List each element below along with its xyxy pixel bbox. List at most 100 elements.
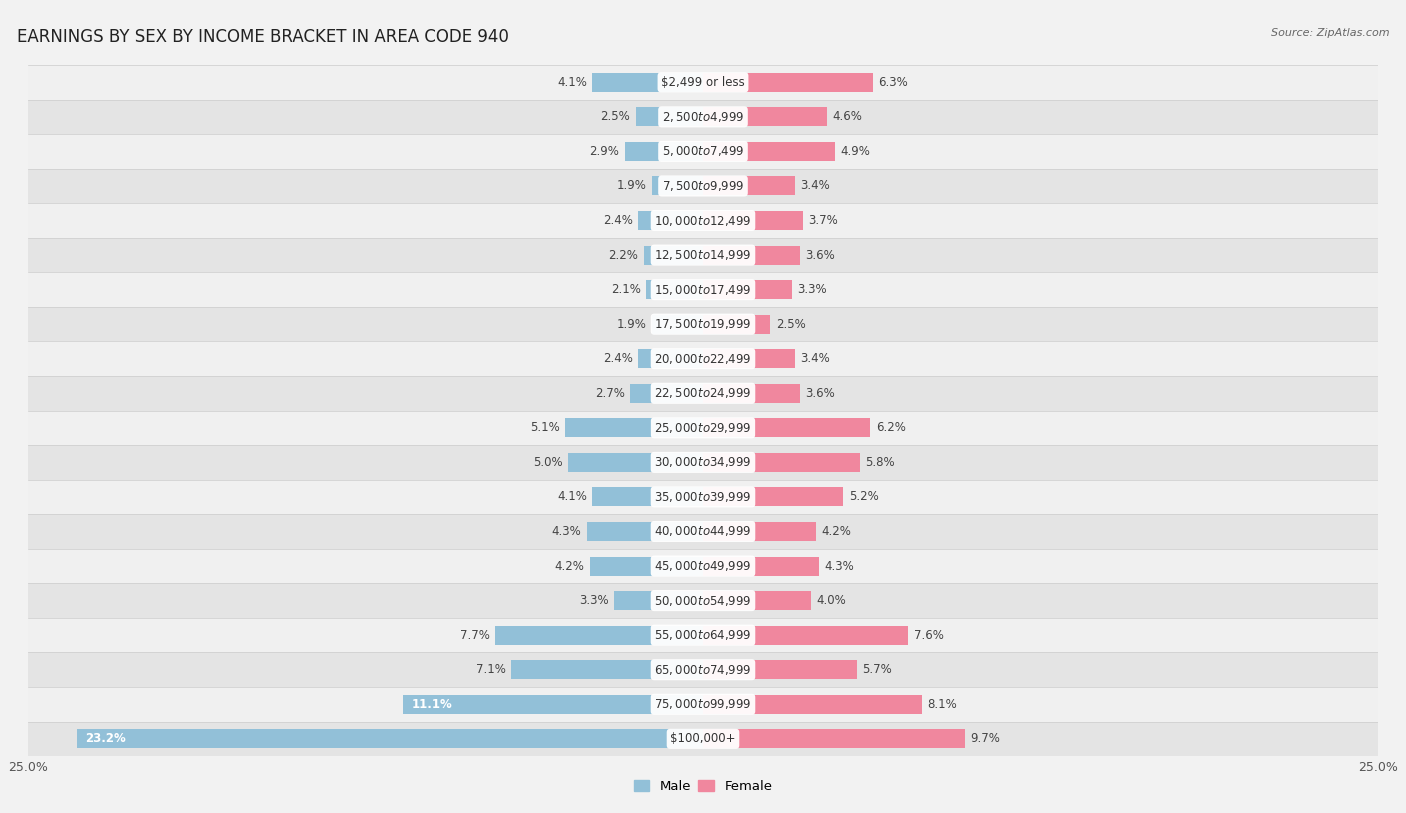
Bar [703,211,803,230]
Bar [404,695,703,714]
Bar [28,549,1378,584]
Text: 7.6%: 7.6% [914,628,943,641]
Bar [28,584,1378,618]
Text: 3.3%: 3.3% [797,283,827,296]
Text: $50,000 to $54,999: $50,000 to $54,999 [654,593,752,607]
Text: 5.0%: 5.0% [533,456,562,469]
Text: 4.0%: 4.0% [817,594,846,607]
Text: 4.2%: 4.2% [821,525,852,538]
Bar [592,488,703,506]
Text: 11.1%: 11.1% [412,698,453,711]
Bar [703,280,792,299]
Bar [703,729,965,748]
Bar [703,626,908,645]
Text: 5.2%: 5.2% [849,490,879,503]
Text: 4.1%: 4.1% [557,490,586,503]
Bar [28,515,1378,549]
Bar [28,272,1378,307]
Text: 4.3%: 4.3% [551,525,582,538]
Bar [589,557,703,576]
Text: 1.9%: 1.9% [616,318,647,331]
Bar [624,142,703,161]
Text: 5.1%: 5.1% [530,421,560,434]
Bar [565,419,703,437]
Bar [703,142,835,161]
Text: 2.7%: 2.7% [595,387,624,400]
Bar [28,134,1378,169]
Text: $2,500 to $4,999: $2,500 to $4,999 [662,110,744,124]
Bar [630,384,703,402]
Text: 6.3%: 6.3% [879,76,908,89]
Bar [703,557,820,576]
Text: 2.4%: 2.4% [603,352,633,365]
Bar [703,107,827,126]
Bar [28,376,1378,411]
Text: $20,000 to $22,499: $20,000 to $22,499 [654,352,752,366]
Text: $7,500 to $9,999: $7,500 to $9,999 [662,179,744,193]
Text: 5.7%: 5.7% [862,663,891,676]
Text: 4.9%: 4.9% [841,145,870,158]
Text: 23.2%: 23.2% [84,733,125,746]
Text: 4.1%: 4.1% [557,76,586,89]
Text: $45,000 to $49,999: $45,000 to $49,999 [654,559,752,573]
Bar [703,591,811,610]
Bar [592,73,703,92]
Bar [703,315,770,333]
Text: $55,000 to $64,999: $55,000 to $64,999 [654,628,752,642]
Text: 7.1%: 7.1% [477,663,506,676]
Text: $12,500 to $14,999: $12,500 to $14,999 [654,248,752,262]
Bar [652,315,703,333]
Text: 2.5%: 2.5% [776,318,806,331]
Bar [28,203,1378,237]
Text: $40,000 to $44,999: $40,000 to $44,999 [654,524,752,538]
Bar [703,246,800,264]
Text: 2.1%: 2.1% [612,283,641,296]
Bar [652,176,703,195]
Text: 3.6%: 3.6% [806,249,835,262]
Text: 4.3%: 4.3% [824,559,855,572]
Bar [28,65,1378,99]
Text: $15,000 to $17,499: $15,000 to $17,499 [654,283,752,297]
Bar [28,446,1378,480]
Text: 4.2%: 4.2% [554,559,585,572]
Bar [644,246,703,264]
Text: $25,000 to $29,999: $25,000 to $29,999 [654,421,752,435]
Bar [647,280,703,299]
Bar [703,384,800,402]
Text: 3.6%: 3.6% [806,387,835,400]
Text: $22,500 to $24,999: $22,500 to $24,999 [654,386,752,400]
Bar [638,211,703,230]
Text: 2.2%: 2.2% [609,249,638,262]
Text: 7.7%: 7.7% [460,628,489,641]
Bar [703,453,859,472]
Text: $35,000 to $39,999: $35,000 to $39,999 [654,490,752,504]
Text: $5,000 to $7,499: $5,000 to $7,499 [662,145,744,159]
Bar [28,307,1378,341]
Text: 2.9%: 2.9% [589,145,619,158]
Text: $17,500 to $19,999: $17,500 to $19,999 [654,317,752,331]
Bar [703,73,873,92]
Bar [28,169,1378,203]
Bar [28,480,1378,515]
Bar [28,722,1378,756]
Bar [703,488,844,506]
Bar [638,350,703,368]
Text: 1.9%: 1.9% [616,180,647,193]
Text: 3.3%: 3.3% [579,594,609,607]
Bar [703,660,856,679]
Bar [77,729,703,748]
Text: 2.5%: 2.5% [600,111,630,124]
Bar [28,618,1378,652]
Text: 2.4%: 2.4% [603,214,633,227]
Text: 5.8%: 5.8% [865,456,894,469]
Bar [28,687,1378,722]
Bar [703,419,870,437]
Text: $100,000+: $100,000+ [671,733,735,746]
Bar [586,522,703,541]
Text: EARNINGS BY SEX BY INCOME BRACKET IN AREA CODE 940: EARNINGS BY SEX BY INCOME BRACKET IN ARE… [17,28,509,46]
Text: 3.7%: 3.7% [808,214,838,227]
Bar [28,411,1378,446]
Bar [28,237,1378,272]
Bar [703,522,817,541]
Bar [614,591,703,610]
